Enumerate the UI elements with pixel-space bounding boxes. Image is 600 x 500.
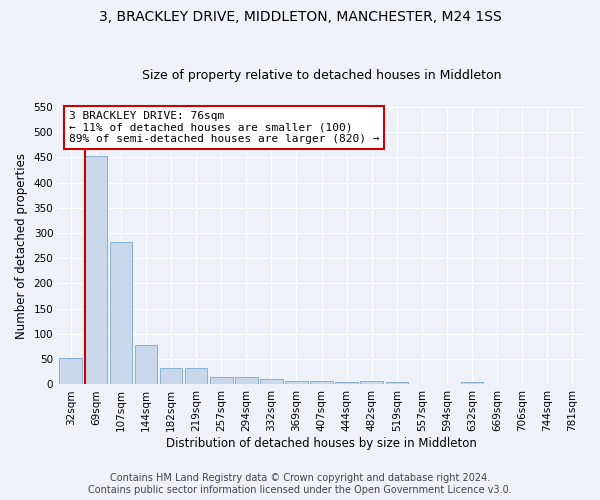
Bar: [160, 368, 182, 384]
Text: 3, BRACKLEY DRIVE, MIDDLETON, MANCHESTER, M24 1SS: 3, BRACKLEY DRIVE, MIDDLETON, MANCHESTER…: [98, 10, 502, 24]
Title: Size of property relative to detached houses in Middleton: Size of property relative to detached ho…: [142, 69, 502, 82]
X-axis label: Distribution of detached houses by size in Middleton: Distribution of detached houses by size …: [166, 437, 477, 450]
Bar: [110, 242, 132, 384]
Text: Contains HM Land Registry data © Crown copyright and database right 2024.
Contai: Contains HM Land Registry data © Crown c…: [88, 474, 512, 495]
Bar: [310, 382, 333, 384]
Bar: [210, 377, 233, 384]
Bar: [134, 345, 157, 385]
Y-axis label: Number of detached properties: Number of detached properties: [15, 152, 28, 338]
Bar: [461, 382, 484, 384]
Bar: [185, 368, 208, 384]
Bar: [235, 377, 257, 384]
Bar: [285, 382, 308, 384]
Bar: [260, 380, 283, 384]
Bar: [59, 358, 82, 384]
Bar: [85, 156, 107, 384]
Bar: [361, 382, 383, 384]
Bar: [386, 382, 408, 384]
Text: 3 BRACKLEY DRIVE: 76sqm
← 11% of detached houses are smaller (100)
89% of semi-d: 3 BRACKLEY DRIVE: 76sqm ← 11% of detache…: [69, 111, 379, 144]
Bar: [335, 382, 358, 384]
